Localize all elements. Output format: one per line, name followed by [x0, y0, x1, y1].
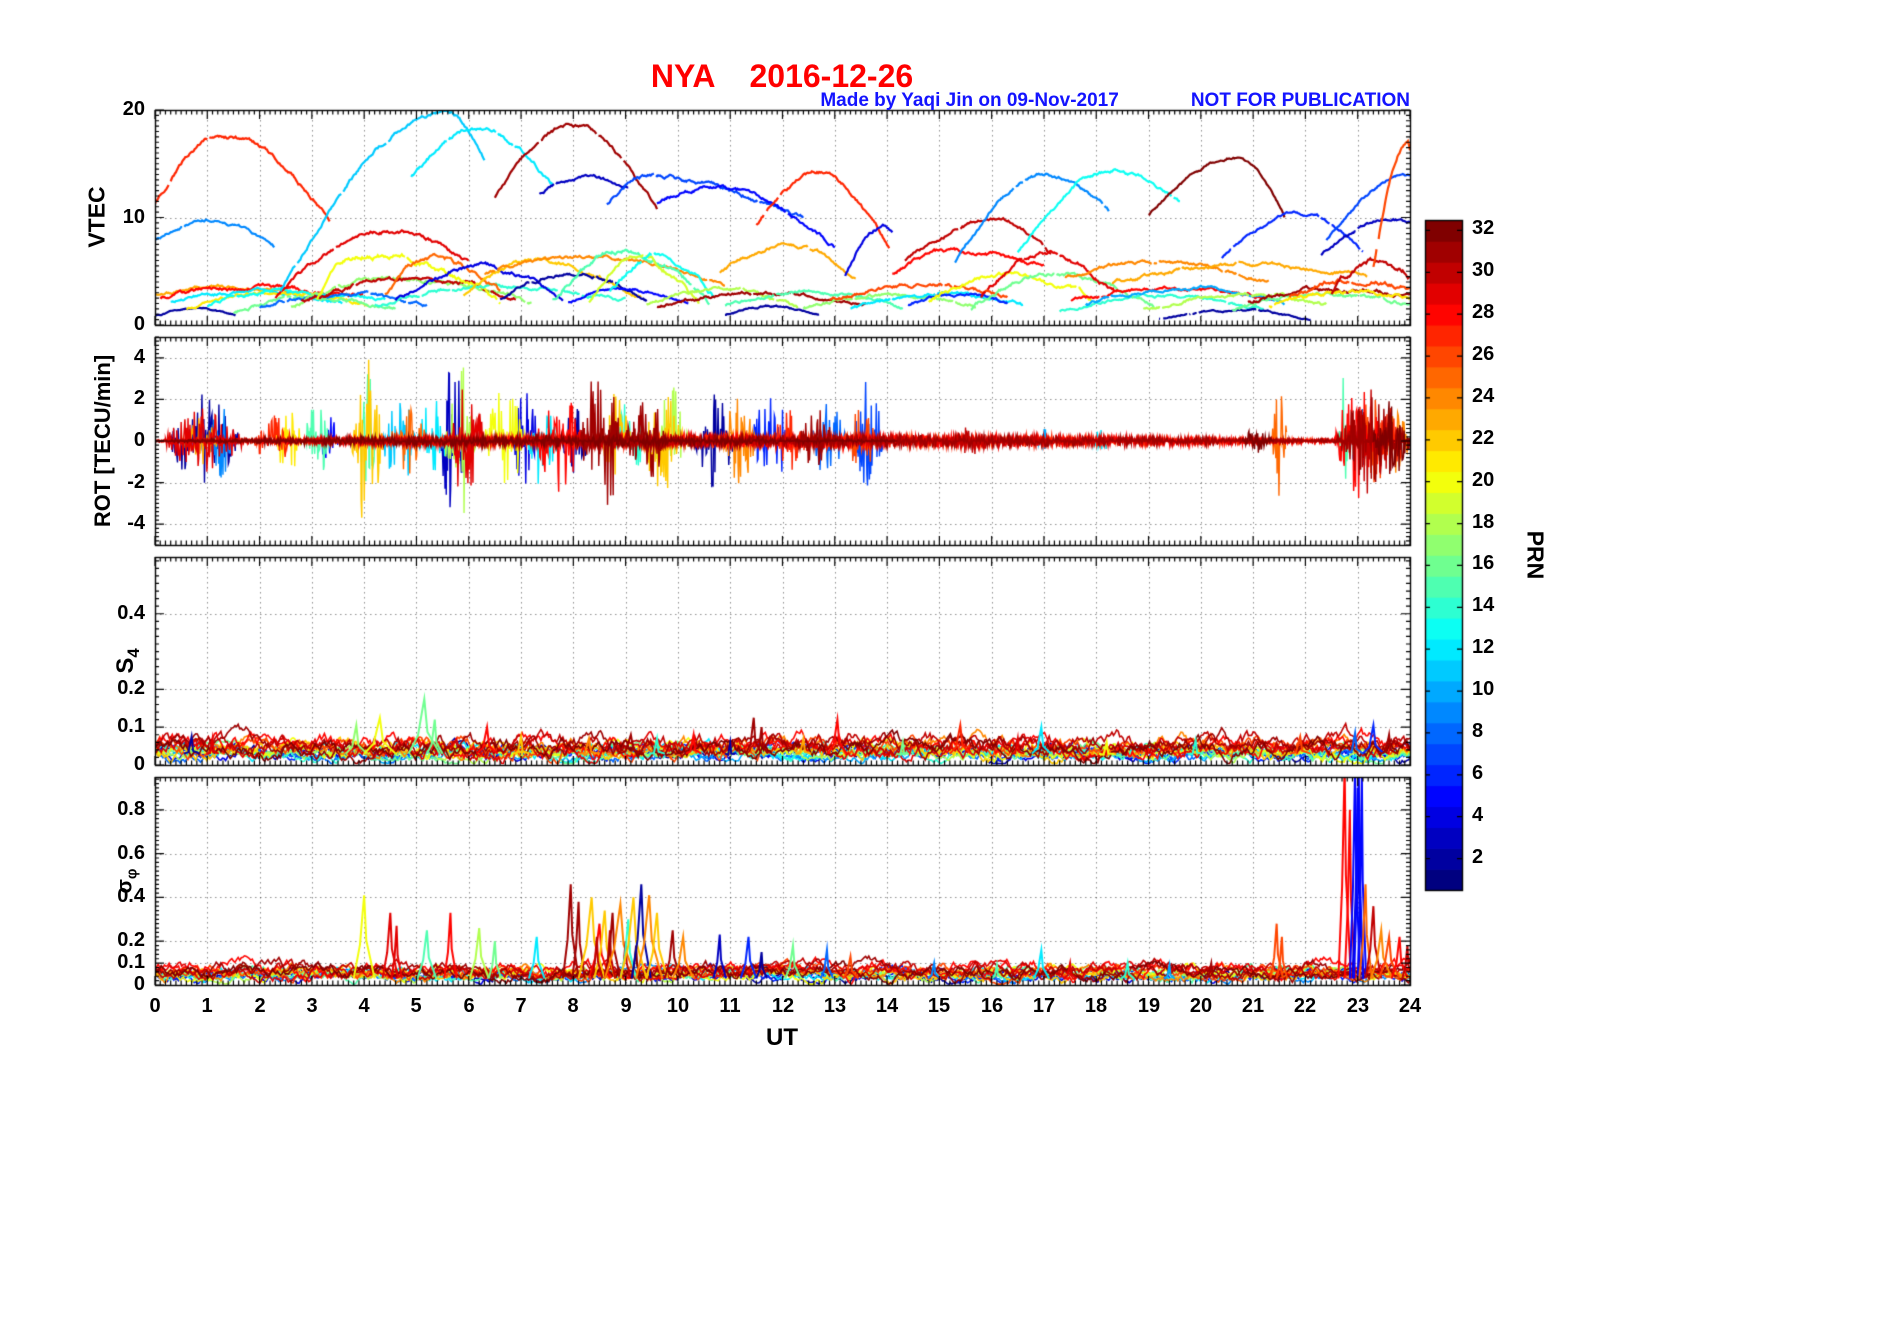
x-tick-label: 1 — [201, 995, 213, 1017]
y-tick-label: 10 — [122, 206, 145, 228]
x-tick-label: 8 — [567, 995, 579, 1017]
y-tick-label: 0 — [133, 973, 145, 995]
colorbar-tick-label: 4 — [1472, 804, 1484, 826]
x-tick-label: 6 — [463, 995, 475, 1017]
x-tick-label: 4 — [358, 995, 370, 1017]
s4-axis-label: S4 — [112, 648, 144, 673]
colorbar-tick-label: 6 — [1472, 762, 1484, 784]
colorbar-tick-label: 10 — [1472, 678, 1495, 700]
colorbar-tick-label: 12 — [1472, 636, 1495, 658]
x-tick-label: 19 — [1137, 995, 1161, 1017]
credit-text: Made by Yaqi Jin on 09-Nov-2017 — [820, 90, 1119, 111]
x-tick-label: 14 — [875, 995, 899, 1017]
x-tick-label: 21 — [1241, 995, 1265, 1017]
sigma-phi-axis-label-sub: φ — [124, 868, 141, 880]
colorbar-tick-label: 30 — [1472, 259, 1495, 281]
x-tick-label: 9 — [620, 995, 632, 1017]
x-tick-label: 13 — [823, 995, 847, 1017]
x-tick-label: 15 — [927, 995, 951, 1017]
publication-notice: NOT FOR PUBLICATION — [1190, 90, 1410, 111]
x-tick-label: 5 — [410, 995, 422, 1017]
ut-axis-label: UT — [766, 1024, 798, 1051]
x-tick-label: 7 — [515, 995, 527, 1017]
chart-date: 2016-12-26 — [749, 58, 914, 94]
x-tick-label: 24 — [1398, 995, 1422, 1017]
colorbar-tick-label: 8 — [1472, 720, 1484, 742]
y-tick-label: 2 — [133, 387, 145, 409]
x-tick-label: 10 — [666, 995, 690, 1017]
y-tick-label: 0.4 — [117, 602, 145, 624]
x-tick-label: 18 — [1084, 995, 1108, 1017]
colorbar-tick-label: 26 — [1472, 343, 1495, 365]
chart-title: NYA 2016-12-26 — [651, 58, 913, 95]
y-tick-label: 0 — [133, 753, 145, 775]
s4-axis-label-sub: 4 — [123, 648, 143, 658]
colorbar-tick-label: 20 — [1472, 469, 1495, 491]
y-tick-label: 0 — [133, 313, 145, 335]
y-tick-label: 0.4 — [117, 885, 145, 907]
prn-colorbar-label: PRN — [1522, 530, 1549, 580]
x-tick-label: 23 — [1346, 995, 1370, 1017]
x-tick-label: 16 — [980, 995, 1004, 1017]
x-tick-label: 3 — [306, 995, 318, 1017]
colorbar-tick-label: 14 — [1472, 594, 1495, 616]
colorbar-tick-label: 18 — [1472, 511, 1495, 533]
x-tick-label: 17 — [1032, 995, 1056, 1017]
y-tick-label: -2 — [127, 471, 145, 493]
y-tick-label: 0 — [133, 429, 145, 451]
x-tick-label: 12 — [771, 995, 795, 1017]
y-tick-label: 4 — [133, 346, 145, 368]
y-tick-label: 0.1 — [117, 951, 145, 973]
s4-axis-label-main: S — [112, 657, 140, 674]
y-tick-label: 0.1 — [117, 715, 145, 737]
colorbar-tick-label: 32 — [1472, 217, 1495, 239]
x-tick-label: 11 — [719, 995, 741, 1017]
colorbar-tick-label: 28 — [1472, 301, 1495, 323]
x-tick-label: 22 — [1293, 995, 1317, 1017]
station-name: NYA — [650, 58, 716, 94]
colorbar-tick-label: 24 — [1472, 385, 1495, 407]
x-tick-label: 0 — [149, 995, 161, 1017]
x-tick-label: 20 — [1189, 995, 1213, 1017]
y-tick-label: 0.2 — [117, 929, 145, 951]
y-tick-label: 0.6 — [117, 842, 145, 864]
y-tick-label: 20 — [122, 98, 145, 120]
y-tick-label: -4 — [127, 512, 145, 534]
colorbar-tick-label: 16 — [1472, 552, 1495, 574]
x-tick-label: 2 — [254, 995, 266, 1017]
credit-line: Made by Yaqi Jin on 09-Nov-2017 NOT FOR … — [820, 90, 1410, 112]
colorbar-tick-label: 22 — [1472, 427, 1495, 449]
colorbar-tick-label: 2 — [1472, 846, 1484, 868]
y-tick-label: 0.8 — [117, 798, 145, 820]
y-tick-label: 0.2 — [117, 677, 145, 699]
